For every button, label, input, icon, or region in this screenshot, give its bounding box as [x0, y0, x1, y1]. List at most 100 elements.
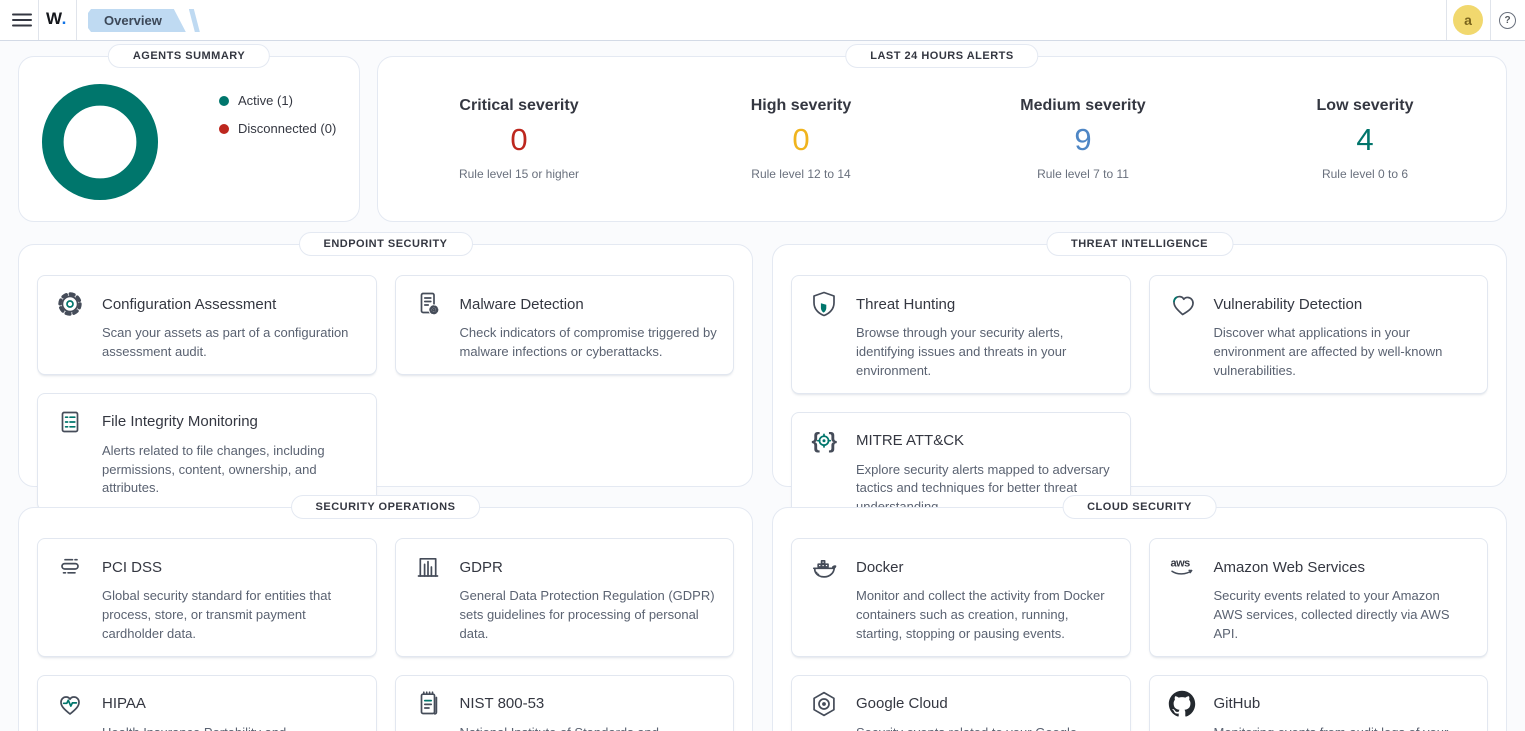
nist-800-53-icon [412, 688, 444, 720]
threat-intelligence-title: THREAT INTELLIGENCE [1045, 232, 1234, 256]
card-description: National Institute of Standards and Tech… [460, 724, 718, 731]
configuration-assessment-icon [54, 288, 86, 320]
mitre-attack-icon: {} [808, 425, 840, 457]
logo-text: W [46, 9, 62, 28]
legend-label: Disconnected (0) [238, 121, 337, 136]
card-malware-detection[interactable]: Malware Detection Check indicators of com… [394, 275, 734, 375]
last-24-hours-alerts-panel: LAST 24 HOURS ALERTS Critical severity 0… [377, 44, 1507, 222]
legend-item-active[interactable]: Active (1) [219, 93, 336, 108]
aws-icon: aws [1166, 551, 1198, 583]
card-title[interactable]: GDPR [459, 558, 503, 576]
logo-dot: . [61, 9, 67, 28]
card-configuration-assessment[interactable]: Configuration Assessment Scan your assets… [37, 275, 377, 375]
card-threat-hunting[interactable]: Threat Hunting Browse through your securi… [791, 275, 1131, 394]
card-amazon-web-services[interactable]: aws Amazon Web Services Security events re… [1148, 538, 1488, 657]
threat-hunting-icon [808, 288, 840, 320]
severity-rule-range: Rule level 7 to 11 [1037, 167, 1129, 181]
card-title[interactable]: Amazon Web Services [1213, 558, 1365, 576]
security-operations-panel: SECURITY OPERATIONS PCI DSS Global securi… [18, 495, 753, 731]
card-title[interactable]: Google Cloud [856, 695, 948, 713]
svg-text:aws: aws [1170, 558, 1190, 570]
disconnected-dot [219, 123, 229, 134]
tab-overview[interactable]: Overview [88, 9, 186, 32]
legend-label: Active (1) [238, 93, 293, 108]
security-operations-cards: PCI DSS Global security standard for enti… [19, 508, 752, 731]
card-description: Security events related to your Amazon A… [1213, 588, 1450, 641]
agents-summary-title: AGENTS SUMMARY [107, 44, 271, 68]
card-nist-800-53[interactable]: NIST 800-53 National Institute of Standar… [394, 674, 734, 731]
legend-item-disconnected[interactable]: Disconnected (0) [219, 121, 336, 136]
card-description: Monitor and collect the activity from Do… [856, 588, 1105, 641]
security-operations-title: SECURITY OPERATIONS [290, 495, 481, 519]
pci-dss-icon [54, 551, 86, 583]
severity-count[interactable]: 4 [1356, 122, 1374, 157]
card-gdpr[interactable]: GDPR General Data Protection Regulation (… [394, 538, 734, 657]
card-description: Health Insurance Portability and Account… [102, 724, 360, 731]
card-title[interactable]: Vulnerability Detection [1213, 295, 1363, 313]
card-title[interactable]: PCI DSS [102, 558, 163, 576]
card-description: Browse through your security alerts, ide… [856, 325, 1067, 378]
google-cloud-icon [808, 688, 840, 720]
card-hipaa[interactable]: HIPAA Health Insurance Portability and Ac… [37, 674, 377, 731]
header-divider [76, 0, 77, 40]
severity-rule-range: Rule level 0 to 6 [1321, 167, 1409, 181]
file-integrity-monitoring-icon [54, 406, 86, 438]
gdpr-icon [412, 551, 444, 583]
avatar[interactable]: a [1453, 5, 1483, 35]
vulnerability-detection-icon [1166, 288, 1198, 320]
severity-label: Low severity [1316, 97, 1414, 114]
severity-rule-range: Rule level 12 to 14 [751, 167, 851, 181]
card-description: Discover what applications in your envir… [1213, 325, 1443, 378]
endpoint-security-cards: Configuration Assessment Scan your assets… [19, 245, 752, 529]
card-vulnerability-detection[interactable]: Vulnerability Detection Discover what app… [1148, 275, 1488, 394]
breadcrumb: Overview [88, 9, 200, 32]
severity-count[interactable]: 0 [510, 122, 528, 157]
svg-text:{: { [812, 428, 821, 453]
card-title[interactable]: Malware Detection [459, 295, 584, 313]
card-title[interactable]: MITRE ATT&CK [856, 432, 965, 450]
card-title[interactable]: GitHub [1213, 695, 1261, 713]
card-title[interactable]: HIPAA [102, 695, 146, 713]
severity-count[interactable]: 0 [792, 122, 810, 157]
wazuh-logo[interactable]: W. [46, 9, 67, 29]
help-icon[interactable]: ? [1499, 12, 1516, 29]
card-description: Monitoring events from audit logs of you… [1214, 724, 1472, 731]
card-title[interactable]: File Integrity Monitoring [102, 413, 258, 431]
menu-icon[interactable] [11, 10, 33, 30]
malware-detection-icon [412, 288, 444, 320]
endpoint-security-panel: ENDPOINT SECURITY Configuration Assessme… [18, 232, 753, 512]
severity-label: High severity [750, 97, 852, 114]
threat-intelligence-panel: THREAT INTELLIGENCE Threat Hunting Browse… [772, 232, 1507, 531]
card-description: Security events related to your Google C… [856, 724, 1114, 731]
agents-summary-panel: AGENTS SUMMARY Active (1) Disconnected (… [18, 44, 360, 222]
header-divider [1490, 0, 1491, 40]
severity-count[interactable]: 9 [1074, 122, 1092, 157]
high-severity-stat[interactable]: High severity 0 Rule level 12 to 14 [660, 97, 942, 181]
medium-severity-stat[interactable]: Medium severity 9 Rule level 7 to 11 [942, 97, 1224, 181]
card-google-cloud[interactable]: Google Cloud Security events related to y… [791, 674, 1131, 731]
card-description: Alerts related to file changes, includin… [102, 442, 325, 496]
card-description: Global security standard for entities th… [102, 588, 332, 641]
header-divider [38, 0, 39, 40]
card-file-integrity-monitoring[interactable]: File Integrity Monitoring Alerts related … [37, 392, 377, 512]
active-dot [219, 95, 229, 106]
agents-legend: Active (1) Disconnected (0) [219, 93, 336, 149]
critical-severity-stat[interactable]: Critical severity 0 Rule level 15 or hig… [378, 97, 660, 181]
card-github[interactable]: GitHub Monitoring events from audit logs … [1148, 674, 1488, 731]
card-docker[interactable]: Docker Monitor and collect the activity f… [791, 538, 1131, 657]
card-title[interactable]: Docker [856, 558, 904, 576]
top-header: W. Overview a ? [0, 0, 1525, 41]
header-divider [1446, 0, 1447, 40]
cloud-security-panel: CLOUD SECURITY Docker Monitor and collect… [772, 495, 1507, 731]
card-pci-dss[interactable]: PCI DSS Global security standard for enti… [37, 538, 377, 657]
card-title[interactable]: NIST 800-53 [459, 695, 545, 713]
card-title[interactable]: Configuration Assessment [102, 295, 277, 313]
agents-donut-chart[interactable] [41, 83, 159, 201]
cloud-security-cards: Docker Monitor and collect the activity f… [773, 508, 1506, 731]
severity-label: Critical severity [459, 97, 579, 114]
card-title[interactable]: Threat Hunting [856, 295, 956, 313]
low-severity-stat[interactable]: Low severity 4 Rule level 0 to 6 [1224, 97, 1506, 181]
card-description: General Data Protection Regulation (GDPR… [459, 588, 715, 641]
severity-label: Medium severity [1020, 97, 1146, 114]
github-icon [1166, 688, 1198, 720]
